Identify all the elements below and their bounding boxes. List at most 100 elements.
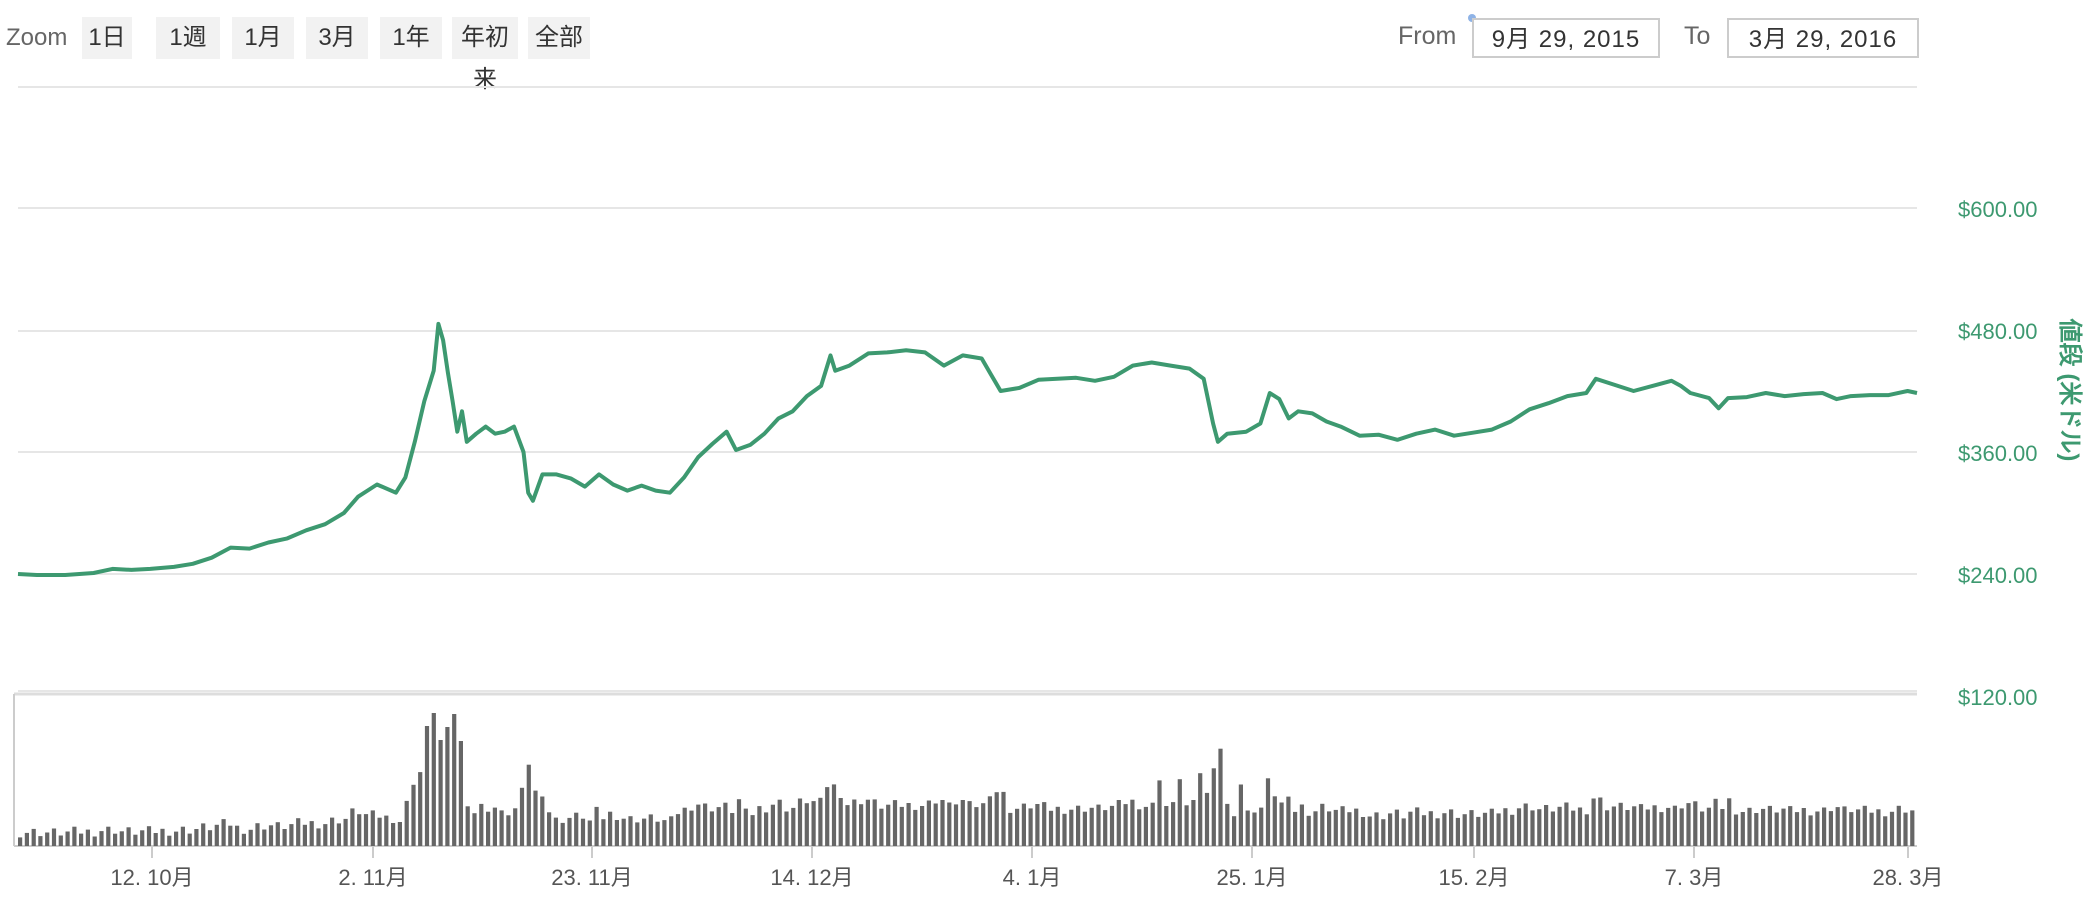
volume-bar — [431, 713, 436, 846]
volume-bar — [1862, 805, 1867, 846]
x-tick-label: 23. 11月 — [551, 865, 633, 890]
volume-bar — [838, 798, 843, 846]
volume-bar — [587, 820, 592, 846]
volume-bar — [560, 822, 565, 846]
volume-bar — [1062, 813, 1067, 846]
volume-bar — [1659, 812, 1664, 846]
volume-bar — [1347, 812, 1352, 846]
volume-bar — [696, 804, 701, 846]
volume-bar — [309, 821, 314, 846]
volume-bar — [845, 805, 850, 846]
volume-bar — [1001, 791, 1006, 846]
volume-bar — [526, 764, 531, 846]
volume-bar — [513, 808, 518, 846]
volume-bar — [960, 800, 965, 846]
volume-bar — [377, 817, 382, 846]
volume-bar — [1469, 810, 1474, 846]
volume-bar — [404, 800, 409, 846]
zoom-button-all[interactable]: 全部 — [528, 17, 590, 59]
volume-bar — [350, 808, 355, 846]
volume-bar — [703, 803, 708, 846]
volume-bar — [743, 808, 748, 846]
volume-bar — [1171, 802, 1176, 846]
volume-bar — [1035, 804, 1040, 846]
volume-bar — [1442, 813, 1447, 846]
volume-bar — [1021, 803, 1026, 846]
volume-bar — [1482, 812, 1488, 846]
volume-bar — [1333, 809, 1338, 846]
x-tick-label: 28. 3月 — [1873, 865, 1944, 890]
volume-bar — [1096, 804, 1101, 846]
volume-bar — [635, 822, 640, 846]
volume-bar — [784, 811, 789, 846]
volume-bar — [1082, 811, 1087, 846]
volume-bar — [38, 836, 43, 846]
volume-bar — [452, 714, 457, 846]
volume-bar — [987, 796, 992, 846]
zoom-button-ytd[interactable]: 年初来 — [452, 17, 518, 93]
volume-bar — [1835, 807, 1840, 846]
volume-bar — [1815, 811, 1820, 846]
zoom-button-1m[interactable]: 1月 — [232, 17, 294, 59]
volume-bar — [465, 806, 470, 846]
volume-bar — [479, 803, 484, 846]
volume-bar — [1069, 809, 1074, 846]
zoom-button-1w[interactable]: 1週 — [156, 17, 220, 59]
volume-bar — [682, 807, 687, 846]
volume-bar — [296, 818, 301, 846]
volume-bar — [736, 799, 742, 846]
volume-bar — [146, 826, 152, 846]
volume-bar — [1605, 810, 1610, 846]
x-tick-label: 12. 10月 — [110, 865, 193, 890]
volume-bar — [1842, 806, 1847, 846]
volume-bar — [1286, 796, 1291, 846]
volume-bar — [1767, 805, 1772, 846]
volume-bar — [777, 799, 782, 846]
volume-bar — [906, 803, 911, 846]
zoom-button-1d[interactable]: 1日 — [82, 17, 132, 59]
volume-bar — [1740, 812, 1745, 846]
volume-bar — [1435, 818, 1440, 846]
volume-bar — [1544, 805, 1549, 846]
volume-bar — [418, 772, 423, 846]
volume-bar — [1157, 780, 1162, 846]
zoom-button-3m[interactable]: 3月 — [306, 17, 368, 59]
volume-bar — [621, 818, 626, 846]
volume-bar — [1313, 811, 1318, 846]
volume-bar — [1516, 808, 1522, 846]
x-tick-label: 15. 2月 — [1439, 865, 1510, 890]
y-axis-label: 値段 (米ドル) — [2056, 318, 2084, 462]
volume-bar — [492, 807, 497, 846]
volume-bar — [1360, 817, 1366, 846]
volume-bar — [1204, 792, 1210, 846]
zoom-button-1y[interactable]: 1年 — [380, 17, 442, 59]
volume-bar — [1184, 805, 1189, 846]
volume-bar — [1299, 804, 1304, 846]
volume-bar — [1130, 799, 1135, 846]
volume-bar — [1618, 802, 1623, 846]
range-from-input[interactable]: 9月 29, 2015 — [1472, 18, 1660, 58]
volume-bar — [357, 814, 362, 846]
volume-bar — [1889, 811, 1895, 846]
volume-bar — [201, 823, 206, 846]
volume-bar — [791, 807, 796, 846]
volume-bar — [825, 787, 830, 846]
volume-bar — [1876, 809, 1881, 846]
y-tick-label: $480.00 — [1958, 319, 2038, 344]
volume-bar — [323, 824, 328, 846]
volume-bar — [709, 811, 714, 846]
volume-bar — [886, 804, 891, 846]
volume-bar — [1652, 805, 1657, 846]
volume-bar — [1449, 809, 1454, 846]
volume-bar — [1245, 810, 1250, 846]
volume-bar — [1103, 810, 1108, 846]
volume-bar — [594, 806, 599, 846]
volume-bar — [1320, 803, 1325, 846]
range-to-input[interactable]: 3月 29, 2016 — [1727, 18, 1919, 58]
volume-bar — [648, 814, 653, 846]
volume-bar — [92, 836, 97, 846]
volume-bar — [1727, 798, 1732, 846]
grid-lines — [13, 86, 1917, 847]
volume-bar — [174, 831, 179, 846]
